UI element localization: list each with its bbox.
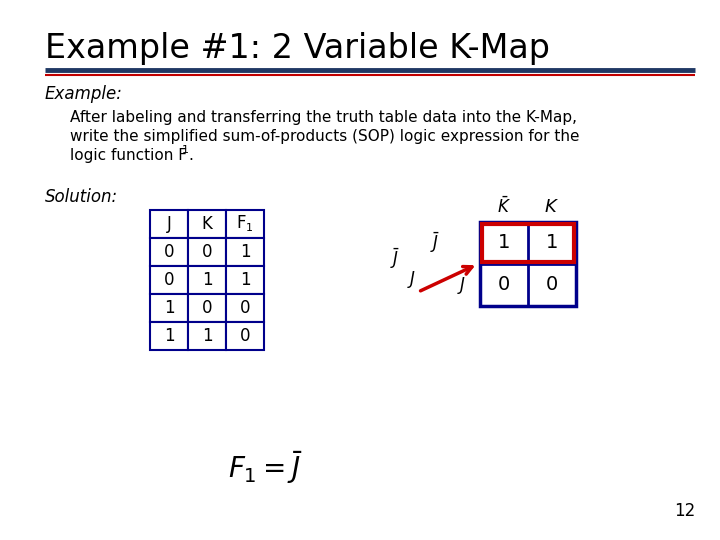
Bar bbox=[226, 210, 264, 238]
Text: 0: 0 bbox=[498, 275, 510, 294]
Text: 1: 1 bbox=[498, 233, 510, 253]
Text: K: K bbox=[202, 215, 212, 233]
Text: 12: 12 bbox=[674, 502, 695, 520]
Bar bbox=[150, 294, 188, 322]
Text: $J$: $J$ bbox=[457, 274, 467, 295]
Text: 0: 0 bbox=[240, 299, 251, 317]
Text: $J$: $J$ bbox=[408, 269, 417, 291]
Bar bbox=[226, 238, 264, 266]
Text: 1: 1 bbox=[163, 327, 174, 345]
Text: After labeling and transferring the truth table data into the K-Map,: After labeling and transferring the trut… bbox=[70, 110, 577, 125]
Text: 1: 1 bbox=[546, 233, 558, 253]
Text: 0: 0 bbox=[240, 327, 251, 345]
Bar bbox=[150, 322, 188, 350]
Bar bbox=[188, 238, 226, 266]
Text: write the simplified sum-of-products (SOP) logic expression for the: write the simplified sum-of-products (SO… bbox=[70, 129, 580, 144]
Text: $K$: $K$ bbox=[544, 198, 559, 216]
Bar bbox=[150, 266, 188, 294]
Bar bbox=[188, 266, 226, 294]
Text: 0: 0 bbox=[163, 271, 174, 289]
Text: 1: 1 bbox=[240, 243, 251, 261]
Text: $\bar{J}$: $\bar{J}$ bbox=[390, 247, 400, 271]
Bar bbox=[188, 210, 226, 238]
Text: 0: 0 bbox=[163, 243, 174, 261]
Text: $\bar{J}$: $\bar{J}$ bbox=[430, 231, 440, 255]
Bar bbox=[188, 294, 226, 322]
Bar bbox=[226, 294, 264, 322]
Text: $F_1 = \bar{J}$: $F_1 = \bar{J}$ bbox=[228, 450, 302, 487]
Text: 1: 1 bbox=[202, 327, 212, 345]
Bar bbox=[188, 322, 226, 350]
Text: 0: 0 bbox=[202, 243, 212, 261]
Text: $\bar{K}$: $\bar{K}$ bbox=[497, 197, 511, 217]
Bar bbox=[480, 222, 576, 306]
Bar bbox=[226, 266, 264, 294]
Text: Example:: Example: bbox=[45, 85, 123, 103]
Text: .: . bbox=[188, 148, 193, 163]
Bar bbox=[150, 238, 188, 266]
Text: J: J bbox=[166, 215, 171, 233]
Text: 1: 1 bbox=[240, 271, 251, 289]
Text: Example #1: 2 Variable K-Map: Example #1: 2 Variable K-Map bbox=[45, 32, 550, 65]
Text: F: F bbox=[236, 214, 246, 232]
Text: 0: 0 bbox=[202, 299, 212, 317]
Bar bbox=[482, 224, 574, 262]
Bar bbox=[226, 322, 264, 350]
Text: 1: 1 bbox=[246, 223, 253, 233]
Bar bbox=[150, 210, 188, 238]
Text: logic function F: logic function F bbox=[70, 148, 187, 163]
Text: 1: 1 bbox=[202, 271, 212, 289]
Text: Solution:: Solution: bbox=[45, 188, 118, 206]
Text: 0: 0 bbox=[546, 275, 558, 294]
Text: 1: 1 bbox=[182, 145, 189, 155]
Text: 1: 1 bbox=[163, 299, 174, 317]
